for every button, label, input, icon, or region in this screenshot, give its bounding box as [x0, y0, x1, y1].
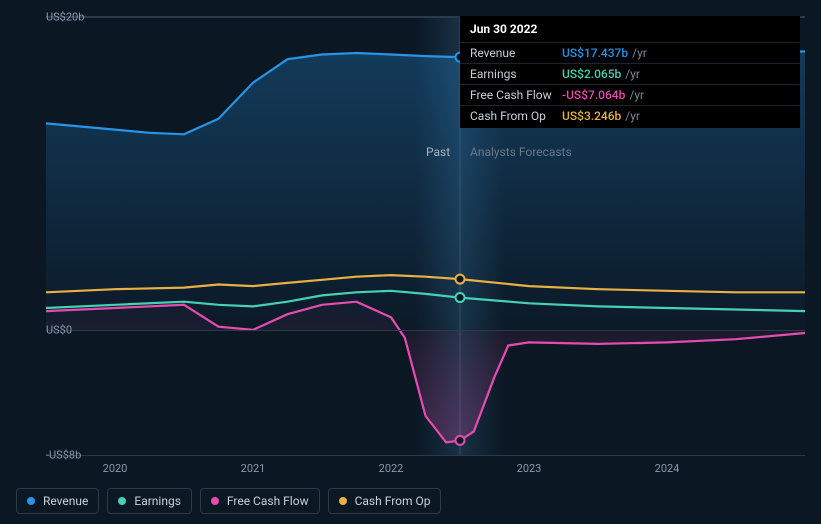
tooltip-unit: /yr	[632, 46, 647, 60]
tooltip-title: Jun 30 2022	[460, 16, 800, 42]
tooltip-value: US$3.246b	[562, 109, 621, 123]
gridline	[46, 330, 805, 331]
legend: Revenue Earnings Free Cash Flow Cash From O…	[16, 488, 441, 514]
tooltip-row: EarningsUS$2.065b/yr	[460, 63, 800, 84]
highlight-marker	[456, 275, 465, 284]
tooltip-key: Revenue	[470, 46, 562, 60]
legend-swatch-icon	[211, 497, 219, 505]
legend-item[interactable]: Cash From Op	[328, 488, 442, 514]
y-axis-label: US$0	[46, 323, 72, 336]
legend-swatch-icon	[27, 497, 35, 505]
tooltip-row: Cash From OpUS$3.246b/yr	[460, 105, 800, 126]
section-label-forecast: Analysts Forecasts	[470, 145, 572, 159]
legend-item[interactable]: Free Cash Flow	[200, 488, 320, 514]
tooltip: Jun 30 2022 RevenueUS$17.437b/yrEarnings…	[460, 16, 800, 128]
x-axis-label: 2022	[379, 462, 404, 475]
section-label-past: Past	[426, 145, 450, 159]
highlight-marker	[456, 436, 465, 445]
tooltip-value: US$17.437b	[562, 46, 628, 60]
x-axis-label: 2023	[517, 462, 542, 475]
legend-item[interactable]: Earnings	[107, 488, 192, 514]
tooltip-key: Free Cash Flow	[470, 88, 562, 102]
tooltip-key: Earnings	[470, 67, 562, 81]
tooltip-value: -US$7.064b	[562, 88, 625, 102]
highlight-marker	[456, 293, 465, 302]
legend-label: Free Cash Flow	[227, 494, 309, 508]
gridline	[46, 455, 805, 456]
y-axis-label: US$20b	[46, 11, 72, 24]
legend-item[interactable]: Revenue	[16, 488, 99, 514]
legend-swatch-icon	[339, 497, 347, 505]
x-axis-label: 2020	[103, 462, 128, 475]
tooltip-row: RevenueUS$17.437b/yr	[460, 42, 800, 63]
y-axis-label: -US$8b	[46, 449, 72, 462]
tooltip-unit: /yr	[625, 109, 640, 123]
tooltip-unit: /yr	[625, 67, 640, 81]
legend-swatch-icon	[118, 497, 126, 505]
tooltip-row: Free Cash Flow-US$7.064b/yr	[460, 84, 800, 105]
tooltip-value: US$2.065b	[562, 67, 621, 81]
tooltip-key: Cash From Op	[470, 109, 562, 123]
legend-label: Revenue	[43, 494, 88, 508]
tooltip-unit: /yr	[629, 88, 644, 102]
legend-label: Earnings	[134, 494, 181, 508]
x-axis-label: 2024	[655, 462, 680, 475]
legend-label: Cash From Op	[355, 494, 431, 508]
x-axis-label: 2021	[241, 462, 266, 475]
